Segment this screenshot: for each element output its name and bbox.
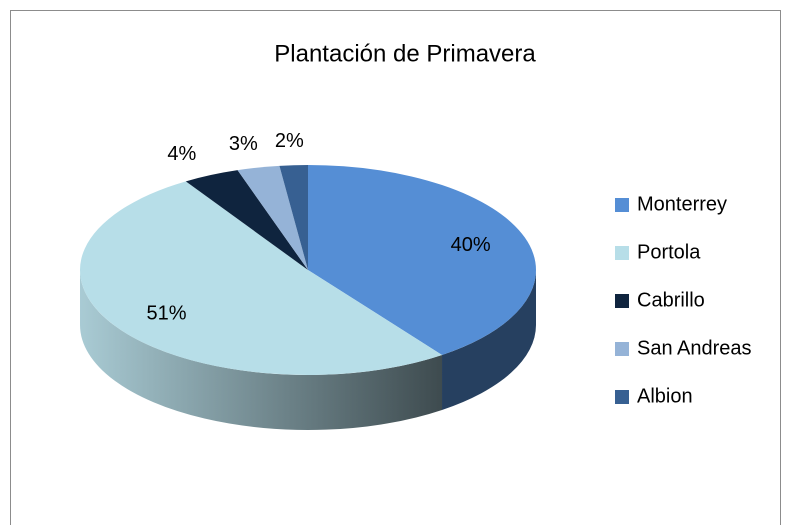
legend-label: San Andreas <box>637 337 752 359</box>
legend-label: Monterrey <box>637 193 727 215</box>
legend-swatch <box>615 390 629 404</box>
slice <box>80 181 443 375</box>
slice <box>279 165 308 270</box>
data-label: 40% <box>451 234 491 256</box>
slice <box>237 165 308 270</box>
chart-title: Plantación de Primavera <box>274 40 536 67</box>
slice-side <box>80 270 443 430</box>
legend-label: Portola <box>637 241 701 263</box>
legend-swatch <box>615 294 629 308</box>
slice <box>308 165 537 355</box>
slice-side <box>442 270 536 410</box>
legend-swatch <box>615 342 629 356</box>
legend-label: Albion <box>637 385 693 407</box>
slice <box>185 170 308 270</box>
data-label: 2% <box>275 130 304 152</box>
legend-label: Cabrillo <box>637 289 705 311</box>
data-label: 4% <box>167 143 196 165</box>
data-label: 3% <box>229 133 258 155</box>
legend-swatch <box>615 198 629 212</box>
legend-swatch <box>615 246 629 260</box>
data-label: 51% <box>147 303 187 325</box>
